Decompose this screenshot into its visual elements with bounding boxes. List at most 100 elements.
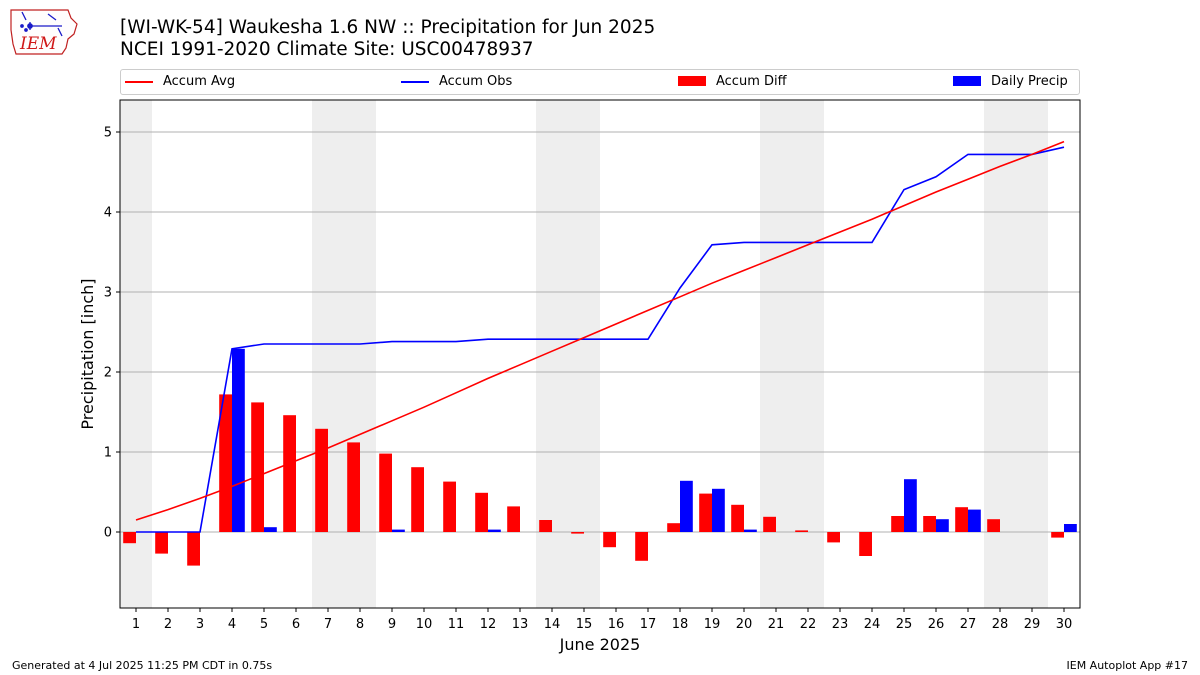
x-tick-label-12: 12: [480, 617, 497, 632]
weekend-shade-29: [1016, 100, 1048, 608]
daily-precip-bar-day-25: [904, 479, 917, 532]
x-tick-label-1: 1: [132, 617, 140, 632]
accum-diff-bar-day-18: [667, 523, 680, 532]
legend-label-accum-avg: Accum Avg: [163, 74, 236, 89]
y-tick-label-5: 5: [104, 126, 112, 141]
x-tick-label-21: 21: [768, 617, 785, 632]
x-tick-label-6: 6: [292, 617, 300, 632]
x-tick-label-27: 27: [960, 617, 977, 632]
logo-text: IEM: [19, 34, 57, 54]
accum-diff-bar-day-28: [987, 519, 1000, 532]
weekend-shade-15: [568, 100, 600, 608]
x-axis-label: June 2025: [559, 635, 641, 654]
legend-swatch-accum-avg: [125, 81, 153, 83]
weekend-shade-22: [792, 100, 824, 608]
y-tick-label-1: 1: [104, 446, 112, 461]
x-tick-label-10: 10: [416, 617, 433, 632]
y-tick-label-4: 4: [104, 206, 112, 221]
accum-diff-bar-day-2: [155, 532, 168, 554]
accum-diff-bar-day-14: [539, 520, 552, 532]
accum-diff-bar-day-6: [283, 415, 296, 532]
app-credit: IEM Autoplot App #17: [1066, 659, 1189, 672]
generated-timestamp: Generated at 4 Jul 2025 11:25 PM CDT in …: [12, 659, 273, 672]
accum-diff-bar-day-23: [827, 532, 840, 543]
plot-frame: [119, 99, 1081, 609]
accum-diff-bar-day-7: [315, 428, 328, 532]
accum-diff-bar-day-3: [187, 532, 200, 566]
x-tick-label-11: 11: [448, 617, 465, 632]
accum-diff-bar-day-19: [699, 493, 712, 532]
x-tick-label-15: 15: [576, 617, 593, 632]
accum-diff-bar-day-8: [347, 442, 360, 532]
daily-precip-bar-day-9: [392, 529, 405, 532]
x-tick-label-25: 25: [896, 617, 913, 632]
iowa-outline-icon: IEM: [10, 9, 78, 55]
x-tick-label-18: 18: [672, 617, 689, 632]
legend-swatch-accum-diff: [678, 76, 706, 86]
accum-diff-bar-day-9: [379, 453, 392, 532]
accum-diff-bar-day-30: [1051, 532, 1064, 538]
x-tick-label-2: 2: [164, 617, 172, 632]
x-tick-label-24: 24: [864, 617, 881, 632]
iem-logo: IEM: [8, 6, 80, 58]
accum-diff-bar-day-4: [219, 394, 232, 532]
daily-precip-bar-day-27: [968, 509, 981, 532]
x-tick-label-19: 19: [704, 617, 721, 632]
accum-diff-bar-day-13: [507, 506, 520, 532]
x-tick-label-4: 4: [228, 617, 236, 632]
accum-diff-bar-day-24: [859, 532, 872, 556]
x-tick-label-28: 28: [992, 617, 1009, 632]
accum-diff-bar-day-5: [251, 402, 264, 532]
y-tick-label-2: 2: [104, 366, 112, 381]
y-axis-label: Precipitation [inch]: [78, 278, 97, 429]
chart-title: [WI-WK-54] Waukesha 1.6 NW :: Precipitat…: [120, 17, 656, 38]
accum-obs-line: [136, 146, 1065, 533]
legend-swatch-daily-precip: [953, 76, 981, 86]
daily-precip-bar-day-4: [232, 348, 245, 532]
accum-diff-bar-day-15: [571, 532, 584, 534]
weekend-shade-1: [120, 100, 152, 608]
x-tick-label-17: 17: [640, 617, 657, 632]
y-tick-label-3: 3: [104, 286, 112, 301]
legend-label-daily-precip: Daily Precip: [991, 74, 1068, 89]
x-tick-label-30: 30: [1056, 617, 1073, 632]
accum-diff-bar-day-22: [795, 530, 808, 532]
x-tick-label-9: 9: [388, 617, 396, 632]
accum-diff-bar-day-27: [955, 507, 968, 532]
daily-precip-bar-day-18: [680, 480, 693, 532]
accum-diff-bar-day-1: [123, 532, 136, 544]
x-tick-label-16: 16: [608, 617, 625, 632]
accum-diff-bar-day-16: [603, 532, 616, 548]
x-tick-label-8: 8: [356, 617, 364, 632]
accum-diff-bar-day-20: [731, 504, 744, 532]
x-tick-label-7: 7: [324, 617, 332, 632]
x-tick-label-22: 22: [800, 617, 817, 632]
accum-diff-bar-day-12: [475, 492, 488, 532]
accum-diff-bar-day-11: [443, 481, 456, 532]
x-tick-label-3: 3: [196, 617, 204, 632]
daily-precip-bar-day-30: [1064, 524, 1077, 532]
x-tick-label-26: 26: [928, 617, 945, 632]
accum-avg-line: [135, 140, 1065, 521]
x-tick-label-13: 13: [512, 617, 529, 632]
daily-precip-bar-day-26: [936, 519, 949, 532]
x-tick-label-14: 14: [544, 617, 561, 632]
x-tick-label-5: 5: [260, 617, 268, 632]
daily-precip-bar-day-20: [744, 529, 757, 532]
y-tick-label-0: 0: [104, 526, 112, 541]
accum-diff-bar-day-26: [923, 516, 936, 532]
daily-precip-bar-day-12: [488, 529, 501, 532]
x-tick-label-20: 20: [736, 617, 753, 632]
daily-precip-bar-day-19: [712, 488, 725, 532]
accum-diff-bar-day-25: [891, 516, 904, 532]
daily-precip-bar-day-5: [264, 527, 277, 532]
legend-label-accum-diff: Accum Diff: [716, 74, 787, 89]
chart-subtitle: NCEI 1991-2020 Climate Site: USC00478937: [120, 39, 534, 60]
legend: Accum Avg Accum Obs Accum Diff Daily Pre…: [120, 69, 1080, 95]
accum-diff-bar-day-17: [635, 532, 648, 561]
legend-swatch-accum-obs: [401, 81, 429, 83]
accum-diff-bar-day-10: [411, 467, 424, 532]
x-tick-label-23: 23: [832, 617, 849, 632]
legend-label-accum-obs: Accum Obs: [439, 74, 513, 89]
